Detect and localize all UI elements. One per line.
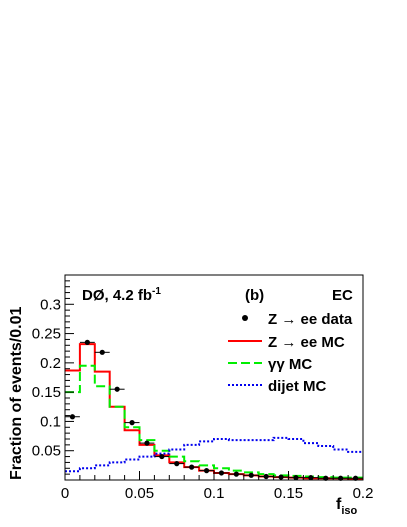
data-point	[233, 471, 239, 477]
plot-frame	[64, 274, 364, 481]
data-point	[263, 473, 269, 480]
x-tick-label: 0.1	[204, 485, 225, 502]
y-tick-label: 0.05	[32, 443, 61, 460]
data-point	[84, 339, 90, 345]
experiment-superscript: -1	[152, 286, 161, 297]
data-point	[159, 453, 165, 460]
experiment-label: DØ, 4.2 fb-1	[82, 286, 161, 304]
y-tick-label: 0.2	[40, 355, 61, 372]
data-point	[218, 470, 225, 476]
data-point	[129, 420, 135, 426]
legend: Z → ee data Z → ee MC γγ MC dijet MC	[228, 311, 353, 395]
data-point	[189, 464, 195, 470]
y-tick-label: 0.3	[40, 296, 61, 313]
x-tick-label: 0.05	[125, 485, 154, 502]
legend-entry-3: dijet MC	[268, 378, 326, 395]
series-2-line	[65, 364, 363, 479]
x-tick-label: 0.15	[274, 485, 303, 502]
data-point	[114, 386, 120, 392]
x-tick-label: 0.2	[353, 485, 374, 502]
data-point	[69, 414, 76, 420]
panel-label: (b)	[245, 287, 264, 304]
data-point	[174, 461, 180, 467]
data-point	[278, 474, 284, 480]
experiment-text: DØ, 4.2 fb	[82, 287, 152, 304]
data-point	[203, 468, 210, 474]
x-axis-title-sub: iso	[341, 505, 357, 517]
legend-entry-1: Z → ee MC	[268, 334, 345, 351]
y-axis-title: Fraction of events/0.01	[8, 307, 25, 480]
x-tick-label: 0	[61, 485, 69, 502]
series-layer	[65, 339, 363, 481]
data-point	[293, 475, 299, 481]
legend-entry-0: Z → ee data	[268, 311, 353, 328]
x-axis-title-main: f	[336, 496, 342, 513]
legend-entry-2: γγ MC	[268, 356, 312, 373]
x-axis-title: fiso	[336, 496, 358, 517]
data-point	[308, 475, 314, 481]
data-point	[99, 349, 105, 355]
y-tick-label: 0.25	[32, 326, 61, 343]
data-point	[144, 440, 150, 446]
region-label: EC	[332, 287, 353, 304]
y-tick-label: 0.1	[40, 413, 61, 430]
legend-swatch-data	[242, 315, 248, 321]
axis-layer: 0 0.05 0.1 0.15 0.2 0.05 0.1 0.15 0.2 0.25 0.3	[32, 274, 374, 502]
data-point	[248, 472, 254, 478]
y-tick-label: 0.15	[32, 384, 61, 401]
